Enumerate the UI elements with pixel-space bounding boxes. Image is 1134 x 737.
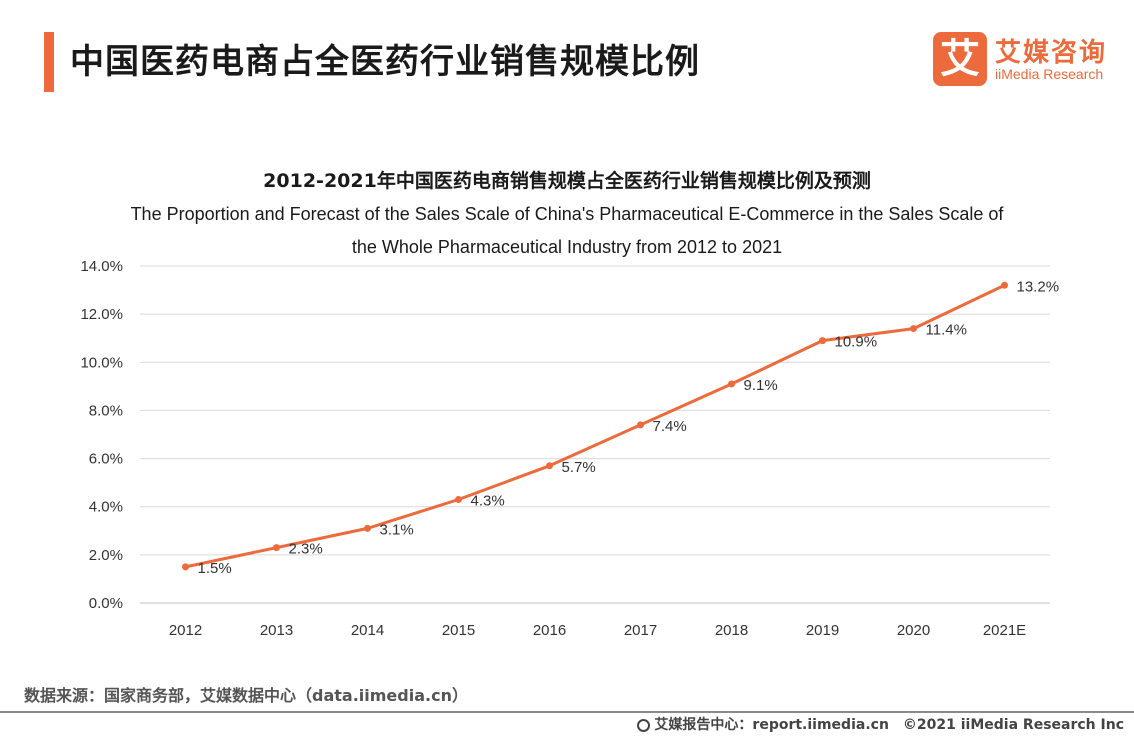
data-label: 7.4% [653,418,687,435]
data-label: 4.3% [471,492,505,509]
data-point [637,421,644,429]
y-tick-label: 4.0% [89,499,123,516]
data-point [455,495,462,503]
data-point [1001,281,1008,289]
data-point [910,325,917,333]
copyright: ©2021 iiMedia Research Inc [902,717,1124,733]
data-label: 11.4% [926,322,967,339]
y-tick-label: 2.0% [89,547,123,564]
data-label: 3.1% [380,521,414,538]
x-tick-label: 2019 [806,622,839,639]
data-point [364,524,371,532]
x-tick-label: 2017 [624,622,657,639]
chart-subtitle: The Proportion and Forecast of the Sales… [80,198,1054,264]
y-tick-label: 6.0% [89,451,123,468]
data-label: 5.7% [562,459,596,476]
logo-mark: 艾 [933,32,987,86]
x-tick-label: 2012 [169,622,202,639]
x-tick-label: 2018 [715,622,748,639]
data-label: 1.5% [198,560,232,577]
logo-name-cn: 艾媒咨询 [995,38,1108,68]
data-source: 数据来源：国家商务部，艾媒数据中心（data.iimedia.cn） [24,686,468,705]
data-point [182,563,189,571]
y-tick-label: 0.0% [89,595,123,612]
data-label: 10.9% [835,334,878,351]
x-tick-label: 2016 [533,622,566,639]
page-title: 中国医药电商占全医药行业销售规模比例 [70,42,700,82]
data-point [273,544,280,552]
chart-subtitle-line-1: The Proportion and Forecast of the Sales… [130,204,1004,224]
series-line [185,283,1006,569]
x-tick-label: 2021E [983,622,1026,639]
title-accent-bar [44,32,54,92]
y-tick-label: 8.0% [89,402,123,419]
data-label: 9.1% [744,377,778,394]
data-point [728,380,735,388]
data-point [546,462,553,470]
footer: 艾媒报告中心：report.iimedia.cn ©2021 iiMedia Re… [637,714,1124,734]
x-tick-label: 2020 [897,622,930,639]
chart-title: 2012-2021年中国医药电商销售规模占全医药行业销售规模比例及预测 [263,170,871,192]
y-tick-label: 14.0% [80,258,123,275]
x-tick-label: 2013 [260,622,293,639]
report-site: 艾媒报告中心：report.iimedia.cn [654,717,889,733]
data-point [819,337,826,345]
globe-icon [637,719,651,732]
x-tick-label: 2014 [351,622,384,639]
y-tick-label: 12.0% [80,306,123,323]
y-tick-label: 10.0% [80,354,123,371]
logo-name-en: iiMedia Research [995,66,1104,82]
chart-subtitle-line-2: the Whole Pharmaceutical Industry from 2… [351,237,783,257]
x-tick-label: 2015 [442,622,475,639]
iimedia-logo: 艾 艾媒咨询 iiMedia Research [933,32,1123,90]
data-label: 2.3% [289,541,323,558]
footer-divider [0,711,1134,713]
data-label: 13.2% [1017,278,1060,295]
